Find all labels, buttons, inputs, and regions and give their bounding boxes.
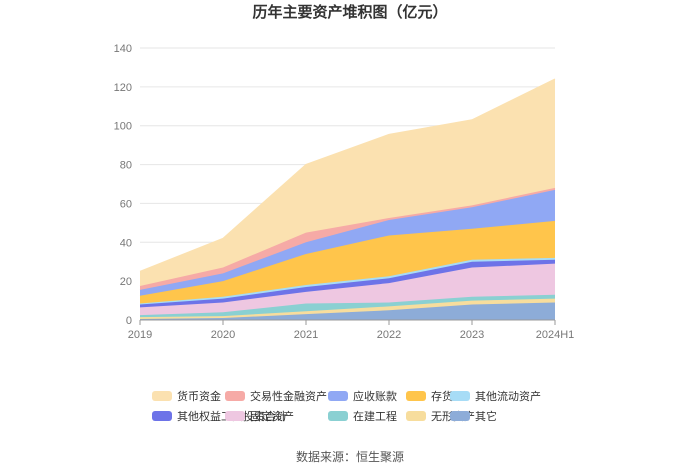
legend-swatch — [406, 411, 426, 421]
legend-item[interactable]: 在建工程 — [328, 409, 397, 423]
legend-label: 在建工程 — [353, 409, 397, 423]
legend-swatch — [225, 391, 245, 401]
y-tick-label: 20 — [120, 276, 132, 288]
x-tick-label: 2024H1 — [536, 329, 575, 341]
legend-swatch — [152, 411, 172, 421]
area-edge-9 — [139, 78, 556, 272]
legend-swatch — [225, 411, 245, 421]
y-tick-label: 140 — [114, 43, 132, 55]
x-tick-label: 2023 — [460, 329, 484, 341]
axes: 0 20 40 60 80 100 120 140 2019 2020 2021 2022 2023 20… — [114, 43, 575, 341]
legend-label: 其他流动资产 — [475, 389, 541, 403]
area-series-9 — [140, 79, 555, 286]
legend-item[interactable]: 存货 — [406, 389, 453, 403]
x-tick-label: 2019 — [128, 329, 152, 341]
legend-item[interactable]: 固定资产 — [225, 409, 294, 423]
area-series-2 — [140, 294, 555, 318]
legend-swatch — [406, 391, 426, 401]
legend-label: 应收账款 — [353, 389, 397, 403]
legend-item[interactable]: 货币资金 — [152, 389, 221, 403]
legend-item[interactable]: 其他流动资产 — [450, 389, 541, 403]
area-series-4 — [140, 259, 555, 308]
area-series-7 — [140, 189, 555, 296]
legend-label: 存货 — [431, 389, 453, 403]
y-tick-label: 40 — [120, 237, 132, 249]
x-tick-label: 2020 — [211, 329, 235, 341]
legend-item[interactable]: 其它 — [450, 409, 497, 423]
x-tick-label: 2022 — [377, 329, 401, 341]
legend-swatch — [328, 411, 348, 421]
legend-swatch — [450, 391, 470, 401]
legend-swatch — [450, 411, 470, 421]
legend-swatch — [328, 391, 348, 401]
data-source: 数据来源：恒生聚源 — [296, 449, 404, 464]
legend-item[interactable]: 交易性金融资产 — [225, 389, 327, 403]
legend-item[interactable]: 应收账款 — [328, 389, 397, 403]
y-tick-label: 60 — [120, 198, 132, 210]
area-series-3 — [140, 263, 555, 316]
chart-title: 历年主要资产堆积图（亿元） — [252, 3, 447, 21]
y-tick-label: 0 — [126, 315, 132, 327]
area-series-8 — [140, 187, 555, 290]
legend-label: 其它 — [475, 409, 497, 423]
legend-label: 固定资产 — [250, 409, 294, 423]
legend-label: 货币资金 — [177, 389, 221, 403]
area-layers — [139, 78, 556, 320]
legend: 货币资金交易性金融资产应收账款存货其他流动资产其他权益工具投资合计固定资产在建工… — [152, 389, 541, 423]
x-tick-label: 2021 — [294, 329, 318, 341]
area-series-0 — [140, 302, 555, 320]
y-tick-label: 100 — [114, 121, 132, 133]
legend-label: 交易性金融资产 — [250, 389, 327, 403]
area-series-6 — [140, 220, 555, 304]
legend-swatch — [152, 391, 172, 401]
y-tick-label: 120 — [114, 82, 132, 94]
y-tick-label: 80 — [120, 160, 132, 172]
